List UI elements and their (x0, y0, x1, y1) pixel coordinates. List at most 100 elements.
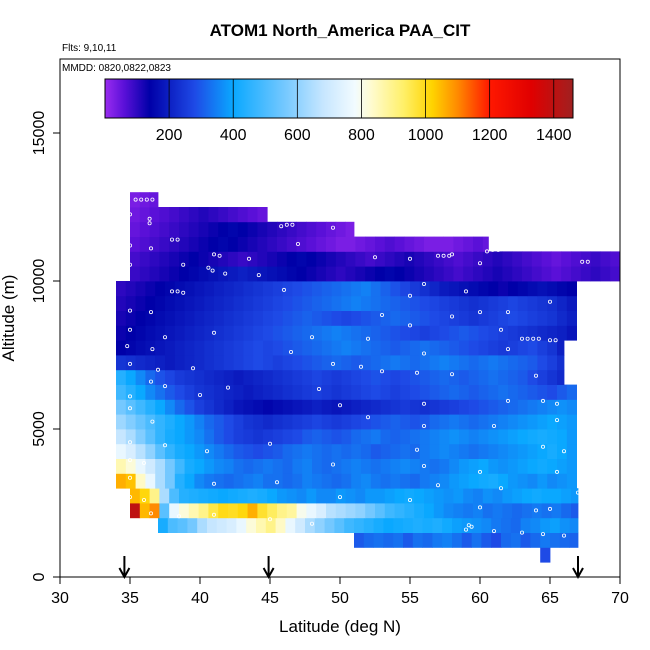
heat-cell (155, 399, 166, 415)
heat-cell (174, 310, 185, 326)
heat-cell (116, 399, 127, 415)
heat-cell (208, 266, 219, 282)
heat-cell (155, 458, 166, 474)
heat-cell (263, 414, 274, 430)
observation-point (520, 530, 525, 535)
heat-cell (610, 251, 621, 267)
observation-point (217, 253, 222, 258)
heat-cell (174, 295, 185, 311)
heat-cell (424, 251, 435, 267)
heat-cell (334, 517, 345, 533)
heat-cell (492, 266, 503, 282)
heat-cell (449, 295, 460, 311)
observation-point (127, 394, 132, 399)
heat-cell (295, 517, 306, 533)
heat-cell (165, 414, 176, 430)
heat-cell (243, 384, 254, 400)
heat-cell (198, 488, 209, 504)
heat-cell (253, 414, 264, 430)
observation-point (421, 401, 426, 406)
heat-cell (116, 443, 127, 459)
heat-cell (512, 251, 523, 267)
heat-cell (498, 295, 509, 311)
heat-cell (375, 266, 386, 282)
heat-cell (184, 355, 195, 371)
heat-cell (433, 488, 444, 504)
heat-cell (351, 414, 362, 430)
heat-cell (253, 429, 264, 445)
heat-cell (228, 503, 239, 519)
heat-cell (174, 399, 185, 415)
observation-point (505, 398, 510, 403)
heat-cell (233, 310, 244, 326)
heat-cell (243, 414, 254, 430)
observation-point (365, 415, 370, 420)
heat-cell (512, 503, 523, 519)
heat-cell (169, 503, 180, 519)
heat-cell (400, 325, 411, 341)
heat-cell (449, 325, 460, 341)
heat-cell (478, 340, 489, 356)
observation-point (505, 347, 510, 352)
heat-cell (253, 399, 264, 415)
heat-cell (452, 532, 463, 548)
observation-point (498, 327, 503, 332)
heat-cell (439, 429, 450, 445)
heat-cell (537, 340, 548, 356)
heat-cell (243, 369, 254, 385)
observation-point (148, 246, 153, 251)
heat-cell (228, 207, 239, 223)
heat-cell (204, 429, 215, 445)
heat-cell (204, 355, 215, 371)
heat-cell (145, 384, 156, 400)
heat-cell (566, 399, 577, 415)
heat-cell (422, 517, 433, 533)
observation-point (548, 338, 553, 343)
heat-cell (214, 369, 225, 385)
observation-point (127, 212, 132, 217)
heat-cell (394, 503, 405, 519)
heat-cell (236, 517, 247, 533)
heat-cell (188, 251, 199, 267)
heat-cell (116, 340, 127, 356)
heat-cell (527, 295, 538, 311)
heat-cell (527, 458, 538, 474)
heat-cell (214, 310, 225, 326)
heat-cell (463, 236, 474, 252)
heat-cell (267, 503, 278, 519)
heat-cell (292, 443, 303, 459)
heat-cell (400, 429, 411, 445)
heat-cell (432, 532, 443, 548)
heat-cell (335, 236, 346, 252)
heat-cell (253, 458, 264, 474)
heat-cell (139, 251, 150, 267)
heat-cell (380, 399, 391, 415)
heat-cell (312, 443, 323, 459)
heat-cell (149, 207, 160, 223)
heat-cell (459, 295, 470, 311)
heat-cell (286, 221, 297, 237)
heat-cell (341, 384, 352, 400)
heat-cell (174, 369, 185, 385)
heat-cell (130, 192, 141, 208)
heat-cell (400, 310, 411, 326)
heat-cell (557, 458, 568, 474)
observation-point (585, 259, 590, 264)
heat-cell (243, 429, 254, 445)
heat-cell (204, 340, 215, 356)
heat-cell (498, 369, 509, 385)
heat-cell (498, 443, 509, 459)
heat-cell (517, 355, 528, 371)
heat-cell (282, 325, 293, 341)
heat-cell (267, 251, 278, 267)
heat-cell (443, 266, 454, 282)
heat-cell (380, 384, 391, 400)
observation-point (414, 370, 419, 375)
heat-cell (512, 266, 523, 282)
heat-cell (433, 236, 444, 252)
heat-cell (302, 473, 313, 489)
heat-cell (257, 266, 268, 282)
observation-point (246, 256, 251, 261)
heat-cell (394, 488, 405, 504)
heat-cell (468, 310, 479, 326)
